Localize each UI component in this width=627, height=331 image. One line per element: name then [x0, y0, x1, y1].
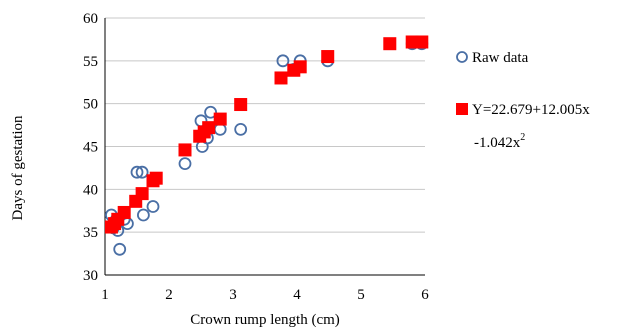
legend-fit-label-line2: -1.042x2 [474, 132, 525, 151]
raw-data-point [130, 165, 144, 179]
fitted-data-point [149, 171, 163, 185]
raw-data-point [178, 157, 192, 171]
y-tick-label: 30 [83, 268, 98, 284]
x-tick-label: 1 [101, 287, 109, 303]
legend: Raw data Y=22.679+12.005x -1.042x2 [456, 50, 590, 151]
raw-data-point [113, 242, 127, 256]
legend-raw-marker [456, 51, 468, 63]
raw-data-point [146, 200, 160, 213]
raw-data-point [276, 54, 290, 68]
x-tick-label: 6 [421, 287, 429, 303]
fitted-data-point [213, 112, 227, 126]
x-tick-label: 5 [357, 287, 365, 303]
raw-data-point [136, 208, 150, 222]
raw-data-point [204, 105, 218, 119]
x-tick-label: 3 [229, 287, 237, 303]
y-tick-label: 50 [83, 97, 98, 113]
y-tick-label: 60 [83, 11, 98, 27]
fitted-data-point [117, 205, 131, 219]
x-tick-labels: 1 2 3 4 5 6 [101, 287, 429, 303]
legend-fit-marker [456, 103, 468, 115]
x-tick-label: 4 [293, 287, 301, 303]
y-tick-label: 40 [83, 182, 98, 198]
y-axis-label: Days of gestation [10, 115, 26, 220]
y-tick-label: 35 [83, 225, 98, 241]
legend-raw-label: Raw data [472, 50, 529, 66]
grid-lines [105, 17, 425, 233]
y-tick-labels: 30 35 40 45 50 55 60 [83, 11, 98, 284]
y-tick-label: 45 [83, 140, 98, 156]
x-tick-label: 2 [165, 287, 173, 303]
x-axis-label: Crown rump length (cm) [190, 312, 340, 328]
y-tick-label: 55 [83, 54, 98, 70]
fitted-data-point [415, 35, 429, 49]
fitted-data-point [135, 187, 149, 201]
fitted-data-point [202, 121, 216, 135]
fitted-data-point [383, 37, 397, 51]
fitted-data-point [321, 50, 335, 64]
legend-fit-exponent: 2 [520, 132, 525, 143]
legend-fit-label-line1: Y=22.679+12.005x [472, 102, 590, 118]
fitted-data-point [274, 71, 288, 85]
fitted-data-point [234, 98, 248, 112]
fitted-data-point [178, 143, 192, 157]
fitted-data-point [293, 60, 307, 74]
raw-data-point [135, 165, 149, 179]
raw-data-point [234, 122, 248, 136]
fitted-series [104, 35, 429, 234]
